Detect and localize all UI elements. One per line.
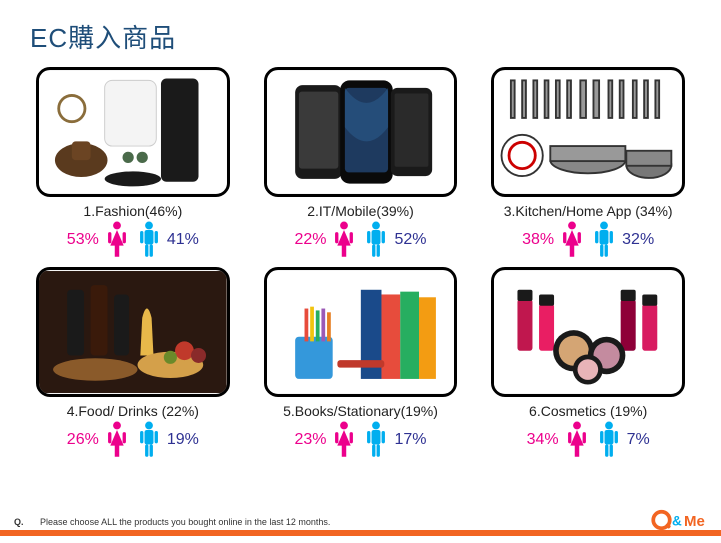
- question-label: Q.: [14, 517, 24, 527]
- female-pct: 26%: [67, 431, 99, 449]
- male-icon: [595, 421, 623, 459]
- male-pct: 52%: [394, 231, 426, 249]
- svg-text:Me: Me: [684, 513, 705, 530]
- category-image-itmobile: [264, 67, 458, 197]
- category-label: 1.Fashion(46%): [36, 203, 230, 219]
- male-icon: [135, 421, 163, 459]
- female-icon: [558, 221, 586, 259]
- category-image-kitchen: [491, 67, 685, 197]
- male-pct: 41%: [167, 231, 199, 249]
- male-icon: [135, 221, 163, 259]
- category-label: 6.Cosmetics (19%): [491, 403, 685, 419]
- category-card: 5.Books/Stationary(19%) 23% 17%: [264, 267, 458, 459]
- male-icon: [590, 221, 618, 259]
- category-image-fashion: [36, 67, 230, 197]
- question-text: Please choose ALL the products you bough…: [40, 517, 330, 527]
- question-line: Q. Please choose ALL the products you bo…: [0, 517, 721, 530]
- female-pct: 53%: [67, 231, 99, 249]
- category-card: 3.Kitchen/Home App (34%) 38% 32%: [491, 67, 685, 259]
- qandme-logo: & Me: [651, 508, 711, 537]
- category-card: 2.IT/Mobile(39%) 22% 52%: [264, 67, 458, 259]
- category-image-books: [264, 267, 458, 397]
- slide: EC購入商品 1.Fashion(46%) 53%: [0, 0, 721, 543]
- female-pct: 22%: [294, 231, 326, 249]
- male-icon: [362, 421, 390, 459]
- female-icon: [563, 421, 591, 459]
- category-card: 6.Cosmetics (19%) 34% 7%: [491, 267, 685, 459]
- slide-title: EC購入商品: [30, 18, 691, 55]
- category-stats: 26% 19%: [36, 421, 230, 459]
- category-image-cosmetics: [491, 267, 685, 397]
- category-stats: 53% 41%: [36, 221, 230, 259]
- category-label: 2.IT/Mobile(39%): [264, 203, 458, 219]
- male-pct: 7%: [627, 431, 650, 449]
- male-pct: 17%: [394, 431, 426, 449]
- category-stats: 38% 32%: [491, 221, 685, 259]
- female-icon: [330, 421, 358, 459]
- category-stats: 22% 52%: [264, 221, 458, 259]
- footer-bar: [0, 530, 721, 536]
- category-grid: 1.Fashion(46%) 53% 41%: [30, 67, 691, 459]
- category-label: 5.Books/Stationary(19%): [264, 403, 458, 419]
- female-icon: [330, 221, 358, 259]
- female-pct: 38%: [522, 231, 554, 249]
- male-icon: [362, 221, 390, 259]
- category-card: 1.Fashion(46%) 53% 41%: [36, 67, 230, 259]
- male-pct: 19%: [167, 431, 199, 449]
- svg-text:&: &: [672, 513, 682, 528]
- category-label: 3.Kitchen/Home App (34%): [491, 203, 685, 219]
- category-card: 4.Food/ Drinks (22%) 26% 19%: [36, 267, 230, 459]
- female-pct: 23%: [294, 431, 326, 449]
- category-image-food: [36, 267, 230, 397]
- category-stats: 34% 7%: [491, 421, 685, 459]
- female-icon: [103, 421, 131, 459]
- female-icon: [103, 221, 131, 259]
- category-label: 4.Food/ Drinks (22%): [36, 403, 230, 419]
- female-pct: 34%: [527, 431, 559, 449]
- male-pct: 32%: [622, 231, 654, 249]
- category-stats: 23% 17%: [264, 421, 458, 459]
- footer: Q. Please choose ALL the products you bo…: [0, 517, 721, 543]
